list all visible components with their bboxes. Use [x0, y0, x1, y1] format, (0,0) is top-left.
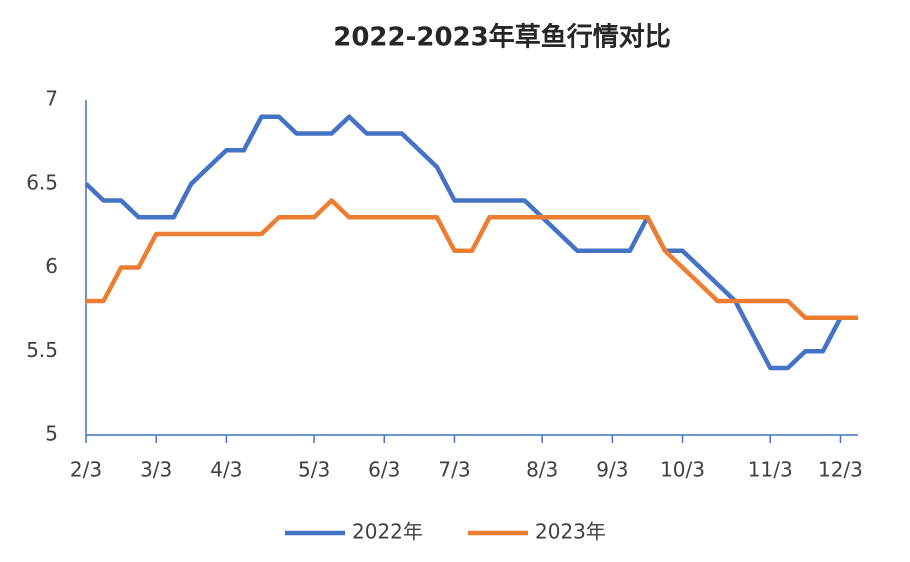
series-line — [84, 114, 858, 371]
y-tick-label: 5 — [45, 422, 58, 446]
x-tick-label: 11/3 — [748, 458, 793, 482]
y-tick-label: 6 — [45, 254, 58, 278]
y-tick-label: 7 — [45, 87, 58, 111]
y-tick-label: 5.5 — [26, 338, 58, 362]
x-tick-label: 3/3 — [140, 458, 172, 482]
chart-title: 2022-2023年草鱼行情对比 — [333, 22, 671, 53]
x-tick-label: 7/3 — [438, 458, 470, 482]
x-tick-label: 9/3 — [596, 458, 628, 482]
x-tick-label: 5/3 — [298, 458, 330, 482]
x-tick-label: 8/3 — [526, 458, 558, 482]
x-tick-label: 6/3 — [368, 458, 400, 482]
x-tick-label: 4/3 — [210, 458, 242, 482]
y-tick-label: 6.5 — [26, 170, 58, 194]
legend-label: 2023年 — [535, 520, 606, 544]
legend-label: 2022年 — [352, 520, 423, 544]
x-tick-label: 12/3 — [818, 458, 863, 482]
series-line — [86, 198, 858, 321]
x-tick-label: 2/3 — [70, 458, 102, 482]
x-tick-label: 10/3 — [660, 458, 705, 482]
